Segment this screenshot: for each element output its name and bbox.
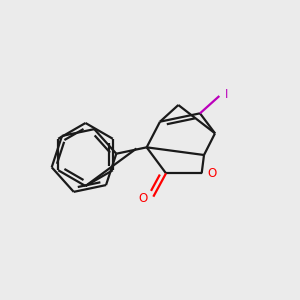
Text: I: I bbox=[225, 88, 228, 101]
Text: O: O bbox=[207, 167, 216, 180]
Text: O: O bbox=[139, 192, 148, 205]
